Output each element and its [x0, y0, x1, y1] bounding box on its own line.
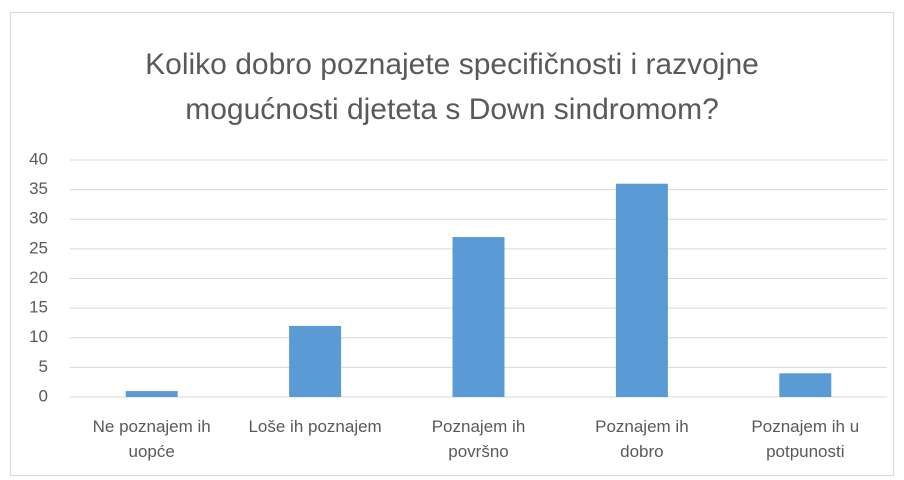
- y-tick-label: 35: [29, 179, 48, 198]
- bar: [125, 391, 178, 397]
- x-tick-label: Poznajem ih dobro: [595, 417, 689, 461]
- y-tick-label: 5: [39, 357, 48, 376]
- y-tick-label: 10: [29, 327, 48, 346]
- bar: [779, 373, 832, 397]
- x-tick-label: Loše ih poznajem: [248, 417, 382, 436]
- chart-border: [10, 12, 894, 476]
- y-tick-label: 25: [29, 238, 48, 257]
- y-tick-label: 15: [29, 298, 48, 317]
- x-tick-label: Poznajem ih u potpunosti: [751, 417, 860, 461]
- x-tick-label: Ne poznajem ih uopće: [92, 417, 211, 461]
- x-tick-label: Poznajem ih površno: [431, 417, 526, 461]
- bar: [289, 325, 342, 397]
- y-tick-label: 20: [29, 268, 48, 287]
- chart-title: Koliko dobro poznajete specifičnosti i r…: [145, 48, 759, 126]
- y-tick-label: 30: [29, 209, 48, 228]
- bar: [615, 183, 668, 397]
- bar: [452, 237, 505, 397]
- y-tick-label: 40: [29, 149, 48, 168]
- y-tick-label: 0: [39, 386, 48, 405]
